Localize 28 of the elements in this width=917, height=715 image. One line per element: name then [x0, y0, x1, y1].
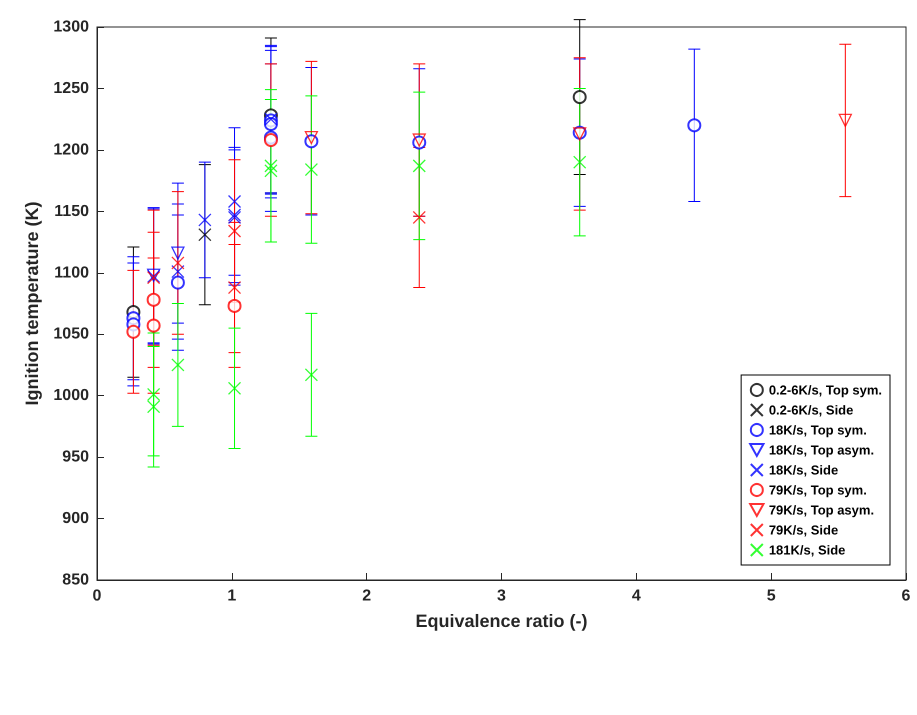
- x-axis-title: Equivalence ratio (-): [415, 611, 588, 631]
- y-tick-label: 950: [62, 448, 90, 466]
- y-tick-label: 1000: [53, 387, 90, 404]
- x-tick-label: 4: [632, 588, 641, 604]
- x-tick-label: 2: [362, 588, 372, 604]
- x-tick-label: 0: [92, 588, 102, 604]
- y-axis-title: Ignition temperature (K): [22, 201, 42, 406]
- legend-label: 18K/s, Side: [768, 462, 838, 478]
- y-tick-label: 1200: [53, 141, 90, 158]
- y-tick-label: 1250: [53, 80, 90, 97]
- y-tick-label: 1300: [53, 18, 90, 36]
- y-tick-label: 1050: [53, 326, 90, 343]
- x-tick-label: 6: [902, 588, 911, 604]
- x-tick-label: 3: [497, 588, 506, 604]
- legend-label: 0.2-6K/s, Top sym.: [768, 382, 882, 398]
- y-tick-label: 1150: [54, 202, 90, 220]
- legend-label: 18K/s, Top asym.: [768, 442, 874, 458]
- y-tick-label: 900: [62, 510, 90, 528]
- legend-label: 18K/s, Top sym.: [768, 422, 867, 438]
- y-tick-label: 850: [62, 572, 90, 588]
- legend-label: 79K/s, Side: [768, 522, 838, 538]
- legend-label: 79K/s, Top sym.: [768, 482, 867, 498]
- x-tick-label: 5: [766, 588, 776, 604]
- y-tick-label: 1100: [54, 264, 90, 282]
- legend-label: 181K/s, Side: [768, 542, 846, 558]
- legend-label: 79K/s, Top asym.: [768, 502, 874, 518]
- x-tick-label: 1: [227, 588, 236, 604]
- legend-label: 0.2-6K/s, Side: [768, 402, 854, 418]
